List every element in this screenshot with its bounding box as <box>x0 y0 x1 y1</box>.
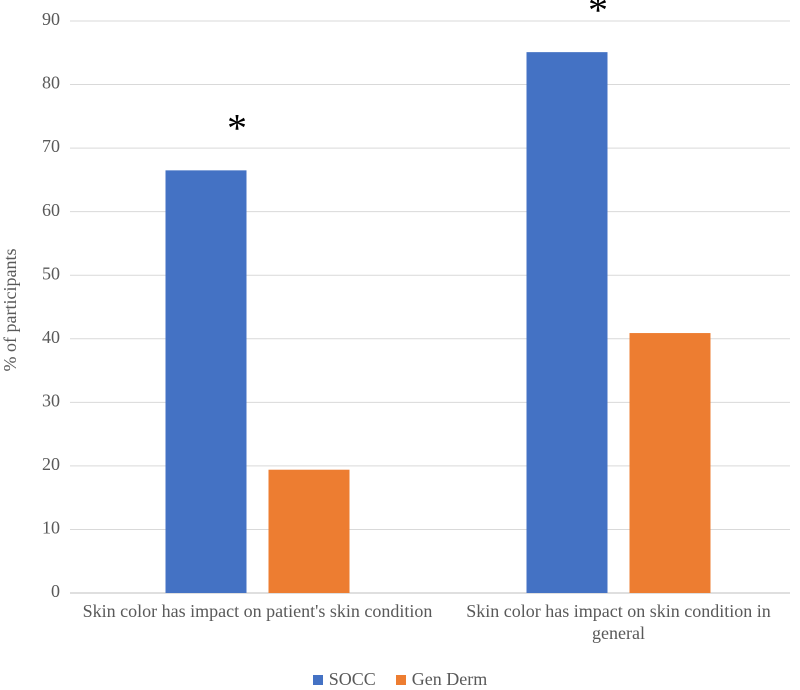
legend-swatch <box>395 674 406 685</box>
y-tick-label: 60 <box>42 200 60 220</box>
annotation: * <box>227 106 247 151</box>
y-tick-label: 20 <box>42 454 60 474</box>
legend-label: SOCC <box>328 669 376 689</box>
y-tick-label: 10 <box>42 518 60 538</box>
bar <box>629 333 711 593</box>
legend-item: Gen Derm <box>395 669 488 690</box>
legend-swatch <box>312 674 323 685</box>
y-tick-label: 90 <box>42 9 60 29</box>
bar <box>268 469 350 593</box>
legend: SOCC Gen Derm <box>0 669 800 690</box>
annotation: * <box>588 0 608 32</box>
y-tick-label: 30 <box>42 390 60 410</box>
bar <box>526 52 608 594</box>
y-tick-label: 70 <box>42 136 60 156</box>
bar <box>165 170 247 593</box>
y-tick-label: 50 <box>42 263 60 283</box>
legend-label: Gen Derm <box>411 669 488 689</box>
x-tick-label: Skin color has impact on patient's skin … <box>82 601 433 621</box>
y-axis-title: % of participants <box>0 249 20 372</box>
y-tick-label: 40 <box>42 327 60 347</box>
y-tick-label: 0 <box>51 581 60 601</box>
x-tick-label: Skin color has impact on skin condition … <box>466 601 771 643</box>
y-tick-label: 80 <box>42 73 60 93</box>
legend-item: SOCC <box>312 669 376 690</box>
